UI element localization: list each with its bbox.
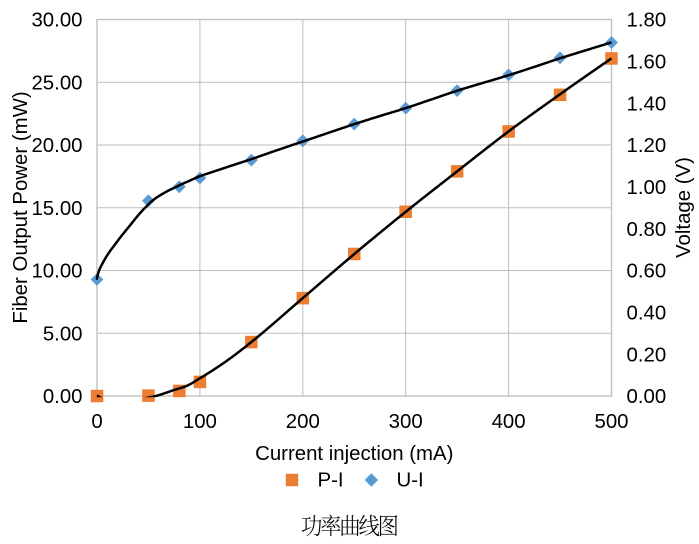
svg-text:500: 500	[594, 411, 628, 433]
svg-text:15.00: 15.00	[31, 198, 82, 220]
svg-text:0.20: 0.20	[627, 344, 667, 366]
svg-text:0.40: 0.40	[627, 303, 667, 325]
svg-text:25.00: 25.00	[31, 73, 82, 95]
svg-text:0.00: 0.00	[43, 386, 83, 408]
svg-text:1.40: 1.40	[627, 93, 667, 115]
svg-text:1.00: 1.00	[627, 177, 667, 199]
svg-text:5.00: 5.00	[43, 323, 83, 345]
svg-text:200: 200	[286, 411, 320, 433]
svg-text:100: 100	[183, 411, 217, 433]
svg-text:Voltage (V): Voltage (V)	[673, 157, 695, 258]
svg-text:0.60: 0.60	[627, 261, 667, 283]
svg-text:1.80: 1.80	[627, 10, 667, 32]
svg-text:1.20: 1.20	[627, 135, 667, 157]
svg-text:1.60: 1.60	[627, 52, 667, 74]
svg-text:U-I: U-I	[397, 470, 424, 492]
svg-text:10.00: 10.00	[31, 261, 82, 283]
svg-text:0.80: 0.80	[627, 219, 667, 241]
svg-text:0.00: 0.00	[627, 386, 667, 408]
svg-text:400: 400	[492, 411, 526, 433]
svg-text:20.00: 20.00	[31, 135, 82, 157]
svg-text:0: 0	[91, 411, 102, 433]
svg-text:Fiber Output Power (mW): Fiber Output Power (mW)	[10, 91, 32, 323]
svg-text:300: 300	[389, 411, 423, 433]
svg-text:P-I: P-I	[318, 470, 344, 492]
svg-text:Current injection (mA): Current injection (mA)	[255, 443, 453, 465]
svg-text:30.00: 30.00	[31, 10, 82, 32]
